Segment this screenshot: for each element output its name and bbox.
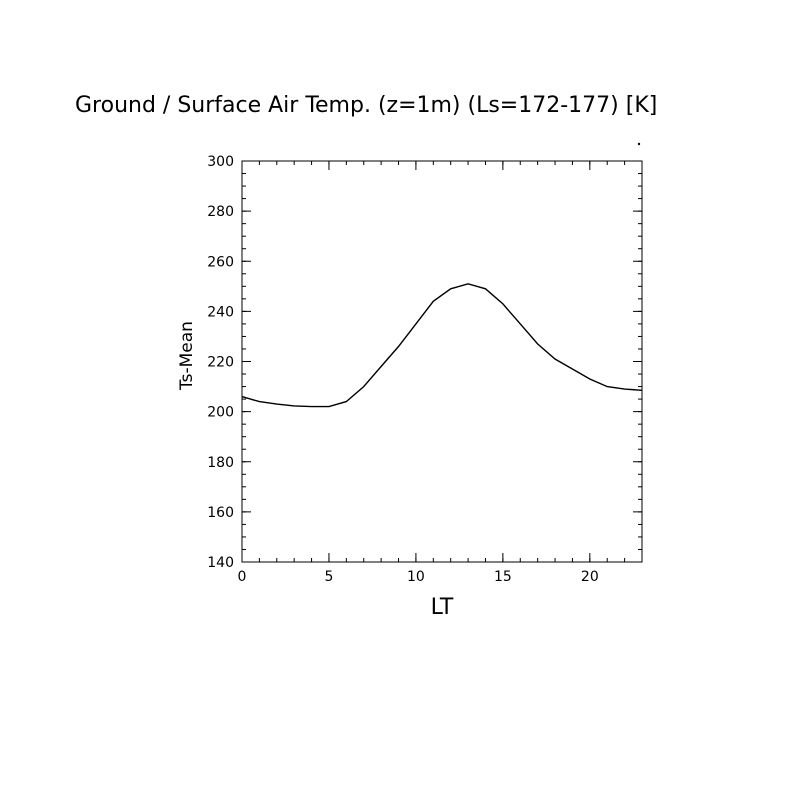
axis-ticks <box>241 160 643 563</box>
plot-area <box>241 160 643 563</box>
series-group <box>241 283 643 408</box>
x-tick-label: 10 <box>407 569 425 585</box>
y-axis-label: Ts-Mean <box>177 321 197 391</box>
corner-dot <box>637 142 641 146</box>
y-tick-label: 160 <box>207 505 234 521</box>
axis-tick-labels: 0 5 10 15 20 140 160 180 200 220 240 260 280 300 <box>207 154 598 585</box>
y-tick-label: 240 <box>207 304 234 320</box>
y-tick-label: 260 <box>207 254 234 270</box>
y-tick-label: 200 <box>207 405 234 421</box>
x-axis-label: LT <box>431 595 454 620</box>
series-line <box>241 283 643 408</box>
x-tick-label: 20 <box>581 569 599 585</box>
plot-frame <box>241 160 643 563</box>
y-tick-label: 180 <box>207 455 234 471</box>
y-tick-label: 280 <box>207 204 234 220</box>
chart-title: Ground / Surface Air Temp. (z=1m) (Ls=17… <box>75 93 657 118</box>
x-tick-label: 0 <box>238 569 247 585</box>
y-tick-label: 140 <box>207 555 234 571</box>
x-tick-label: 5 <box>324 569 333 585</box>
y-tick-label: 300 <box>207 154 234 170</box>
y-tick-label: 220 <box>207 355 234 371</box>
x-tick-label: 15 <box>494 569 512 585</box>
